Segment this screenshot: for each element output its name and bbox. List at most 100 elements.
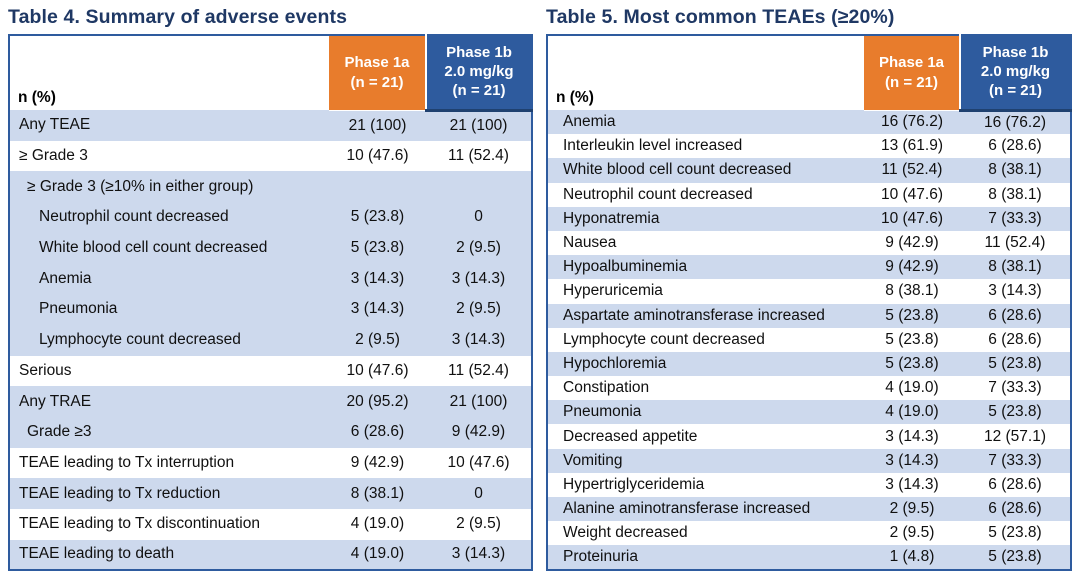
value-phase-1a: 2 (9.5) [889, 500, 935, 518]
adverse-events-panel: Table 4. Summary of adverse events n (%)… [8, 6, 533, 572]
value-phase-1b: 7 (33.3) [988, 379, 1042, 397]
value-phase-1a: 2 (9.5) [889, 524, 935, 542]
value-phase-1a: 5 (23.8) [885, 306, 939, 324]
value-phase-1a: 9 (42.9) [350, 453, 405, 471]
value-phase-1a: 20 (95.2) [346, 392, 409, 410]
table5-body: Anemia 16 (76.2) 16 (76.2) Interleukin leve… [547, 110, 1071, 570]
value-phase-1b: 2 (9.5) [456, 300, 501, 318]
value-phase-1a: 8 (38.1) [885, 282, 939, 300]
table5-title: Table 5. Most common TEAEs (≥20%) [546, 6, 895, 28]
table-row: Lymphocyte count decreased 2 (9.5) 3 (14.3… [9, 324, 532, 356]
value-phase-1b: 6 (28.6) [988, 137, 1042, 155]
value-phase-1a: 10 (47.6) [880, 185, 944, 203]
value-phase-1b: 21 (100) [449, 117, 508, 135]
value-phase-1b: 8 (38.1) [988, 258, 1042, 276]
value-phase-1b [426, 171, 532, 202]
table-row: Anemia 3 (14.3) 3 (14.3) [9, 263, 532, 295]
value-phase-1a: 6 (28.6) [350, 423, 405, 441]
table-row: Any TRAE 20 (95.2) 21 (100) [9, 386, 532, 417]
table-row: Weight decreased 2 (9.5) 5 (23.8) [547, 521, 1071, 546]
table-row: TEAE leading to Tx interruption 9 (42.9) 1… [9, 447, 532, 479]
row-label: Pneumonia [39, 300, 118, 318]
value-phase-1b: 16 (76.2) [983, 113, 1047, 131]
row-label: Proteinuria [563, 547, 638, 565]
value-phase-1b: 3 (14.3) [451, 545, 506, 563]
value-phase-1b: 6 (28.6) [988, 330, 1042, 348]
value-phase-1a: 3 (14.3) [350, 300, 405, 318]
table-row: Pneumonia 3 (14.3) 2 (9.5) [9, 294, 532, 325]
value-phase-1b: 8 (38.1) [988, 185, 1042, 203]
row-label: White blood cell count decreased [563, 161, 792, 179]
table-row: Alanine aminotransferase increased 2 (9.5… [547, 497, 1071, 522]
row-label: Weight decreased [563, 524, 688, 542]
value-phase-1b: 5 (23.8) [988, 524, 1042, 542]
table-row: Decreased appetite 3 (14.3) 12 (57.1) [547, 424, 1071, 449]
value-phase-1b: 5 (23.8) [988, 354, 1042, 372]
row-label: Anemia [563, 113, 616, 131]
table-row: Interleukin level increased 13 (61.9) 6 (2… [547, 134, 1071, 159]
row-label: TEAE leading to death [19, 545, 175, 563]
table-row: Constipation 4 (19.0) 7 (33.3) [547, 376, 1071, 401]
row-label: TEAE leading to Tx discontinuation [19, 515, 260, 533]
value-phase-1b: 3 (14.3) [988, 282, 1042, 300]
table-row: Grade ≥3 6 (28.6) 9 (42.9) [9, 416, 532, 448]
value-phase-1b: 5 (23.8) [988, 403, 1042, 421]
phase-1a-column-header: Phase 1a (n = 21) [864, 35, 960, 111]
table-row: Pneumonia 4 (19.0) 5 (23.8) [547, 400, 1071, 425]
row-label: Anemia [39, 269, 92, 287]
row-label: TEAE leading to Tx interruption [19, 453, 235, 471]
value-phase-1b: 0 [474, 484, 483, 502]
table-row: Neutrophil count decreased 5 (23.8) 0 [9, 202, 532, 233]
table5-header: n (%) Phase 1a (n = 21) Phase 1b 2.0 mg/… [547, 35, 1071, 112]
value-phase-1a: 21 (100) [348, 116, 407, 134]
table4-title: Table 4. Summary of adverse events [8, 6, 348, 28]
value-phase-1b: 2 (9.5) [456, 515, 501, 533]
row-label: ≥ Grade 3 [19, 147, 88, 165]
value-phase-1b: 9 (42.9) [451, 423, 506, 441]
header-row: n (%) Phase 1a (n = 21) Phase 1b 2.0 mg/… [547, 35, 1071, 112]
value-phase-1a: 3 (14.3) [885, 475, 939, 493]
value-phase-1a: 1 (4.8) [889, 547, 935, 565]
value-phase-1a: 5 (23.8) [885, 354, 939, 372]
table4-header: n (%) Phase 1a (n = 21) Phase 1b 2.0 mg/… [9, 35, 532, 112]
value-phase-1b: 12 (57.1) [983, 427, 1047, 445]
value-phase-1a: 10 (47.6) [346, 147, 409, 165]
value-phase-1a: 8 (38.1) [350, 484, 405, 502]
value-phase-1a: 5 (23.8) [350, 239, 405, 257]
value-phase-1b: 3 (14.3) [451, 269, 506, 287]
value-phase-1a: 4 (19.0) [885, 379, 939, 397]
row-label: Interleukin level increased [563, 137, 743, 155]
table-row: Aspartate aminotransferase increased 5 (2… [547, 303, 1071, 328]
value-phase-1a: 10 (47.6) [880, 209, 944, 227]
value-phase-1a: 16 (76.2) [880, 113, 944, 131]
row-label: Alanine aminotransferase increased [563, 500, 811, 518]
phase-1b-column-header: Phase 1b 2.0 mg/kg (n = 21) [425, 35, 532, 112]
value-phase-1b: 8 (38.1) [988, 161, 1042, 179]
n-percent-label: n (%) [547, 35, 864, 110]
value-phase-1b: 11 (52.4) [448, 361, 509, 379]
row-label: Decreased appetite [563, 427, 698, 445]
row-label: Vomiting [563, 451, 623, 469]
table-row: White blood cell count decreased 5 (23.8)… [9, 232, 532, 264]
common-teaes-panel: Table 5. Most common TEAEs (≥20%) n (%) … [546, 6, 1072, 571]
row-label: Nausea [563, 234, 617, 252]
table-row: Anemia 16 (76.2) 16 (76.2) [547, 110, 1071, 135]
value-phase-1a: 3 (14.3) [885, 427, 939, 445]
value-phase-1b: 7 (33.3) [988, 209, 1042, 227]
row-label: Hypoalbuminemia [563, 258, 688, 276]
row-label: Hyperuricemia [563, 282, 663, 300]
value-phase-1a: 3 (14.3) [350, 269, 405, 287]
phase-1b-column-header: Phase 1b 2.0 mg/kg (n = 21) [959, 35, 1071, 112]
header-row: n (%) Phase 1a (n = 21) Phase 1b 2.0 mg/… [9, 35, 532, 112]
table-row: Lymphocyte count decreased 5 (23.8) 6 (28.… [547, 327, 1071, 352]
row-label: White blood cell count decreased [39, 239, 268, 257]
value-phase-1a: 5 (23.8) [350, 208, 405, 226]
value-phase-1b: 3 (14.3) [451, 331, 506, 349]
row-label: Any TRAE [19, 392, 92, 410]
value-phase-1b: 5 (23.8) [988, 547, 1042, 565]
table-row: Hypochloremia 5 (23.8) 5 (23.8) [547, 351, 1071, 377]
table-row: Hypertriglyceridemia 3 (14.3) 6 (28.6) [547, 472, 1071, 497]
row-label: Hypochloremia [563, 354, 667, 372]
row-label: Lymphocyte count decreased [563, 330, 765, 348]
table-row: Serious 10 (47.6) 11 (52.4) [9, 355, 532, 387]
